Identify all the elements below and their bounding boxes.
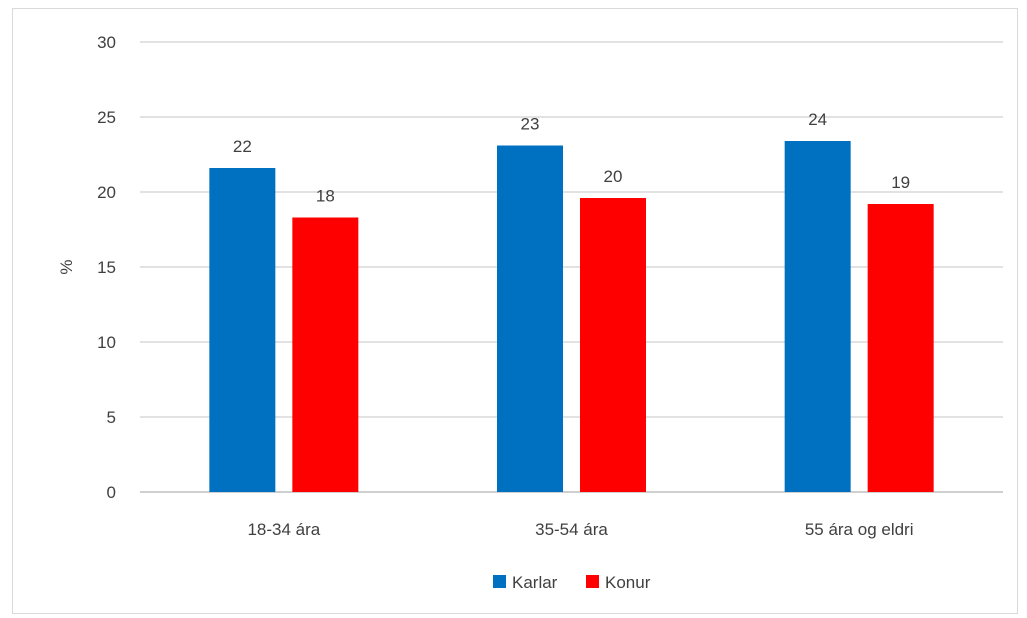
y-axis-label: % [57,259,76,274]
y-tick-label: 10 [97,333,116,352]
y-tick-label: 15 [97,258,116,277]
y-tick-label: 30 [97,33,116,52]
x-tick-label: 35-54 ára [535,520,608,539]
bar [209,168,276,492]
legend-swatch [586,575,599,588]
x-axis-ticks: 18-34 ára 35-54 ára 55 ára og eldri [247,520,913,539]
y-tick-label: 25 [97,108,116,127]
legend: Karlar Konur [493,573,651,592]
data-labels: 22 18 23 20 24 19 [233,110,910,206]
legend-item: Karlar [493,573,558,592]
bar [784,141,851,492]
legend-label: Konur [605,573,651,592]
data-label: 23 [521,115,540,134]
gridlines [140,41,1003,493]
y-tick-label: 5 [107,408,116,427]
legend-item: Konur [586,573,651,592]
data-label: 24 [808,110,827,129]
bar [867,204,934,492]
bar [580,198,646,492]
y-tick-label: 20 [97,183,116,202]
y-axis-ticks: 0 5 10 15 20 25 30 [97,33,116,502]
bar [292,217,359,492]
x-tick-label: 55 ára og eldri [805,520,914,539]
legend-swatch [493,575,506,588]
bars [209,141,934,492]
data-label: 18 [316,187,335,206]
legend-label: Karlar [512,573,558,592]
data-label: 22 [233,137,252,156]
data-label: 19 [891,173,910,192]
bar [497,145,563,492]
data-label: 20 [604,167,623,186]
y-tick-label: 0 [107,483,116,502]
x-tick-label: 18-34 ára [247,520,320,539]
